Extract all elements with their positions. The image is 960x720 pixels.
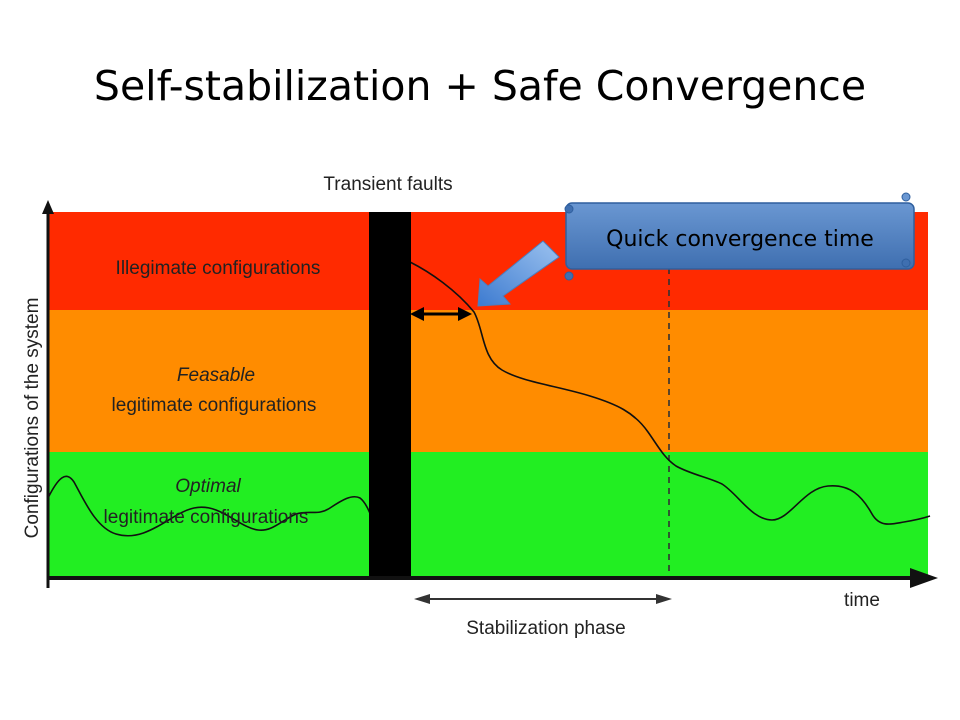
stabilization-arrow-right-head <box>656 594 672 604</box>
convergence-arrow-left-head <box>410 307 424 321</box>
x-axis-label: time <box>844 590 880 611</box>
x-axis-arrowhead <box>910 568 938 588</box>
quick-convergence-callout: Quick convergence time <box>564 192 915 281</box>
convergence-arrow-right-head <box>458 307 472 321</box>
y-axis-arrowhead <box>42 200 54 214</box>
feasable-zone <box>48 310 928 452</box>
illegitimate-zone-label: Illegimate configurations <box>116 258 321 279</box>
feasable-zone-label-line1: Feasable <box>177 365 255 386</box>
optimal-zone-label-line2: legitimate configurations <box>104 507 309 528</box>
transient-faults-bar <box>369 212 411 578</box>
system-trajectory-curve <box>47 261 931 537</box>
optimal-zone-label-line1: Optimal <box>175 476 241 497</box>
optimal-zone <box>48 452 928 578</box>
stabilization-phase-label: Stabilization phase <box>466 618 626 639</box>
pointer-arrow <box>477 240 560 307</box>
callout-text: Quick convergence time <box>606 227 874 252</box>
slide-title: Self-stabilization + Safe Convergence <box>93 62 867 110</box>
transient-faults-label: Transient faults <box>323 174 452 195</box>
y-axis-label: Configurations of the system <box>22 298 43 539</box>
feasable-zone-label-line2: legitimate configurations <box>112 395 317 416</box>
stabilization-arrow-left-head <box>414 594 430 604</box>
